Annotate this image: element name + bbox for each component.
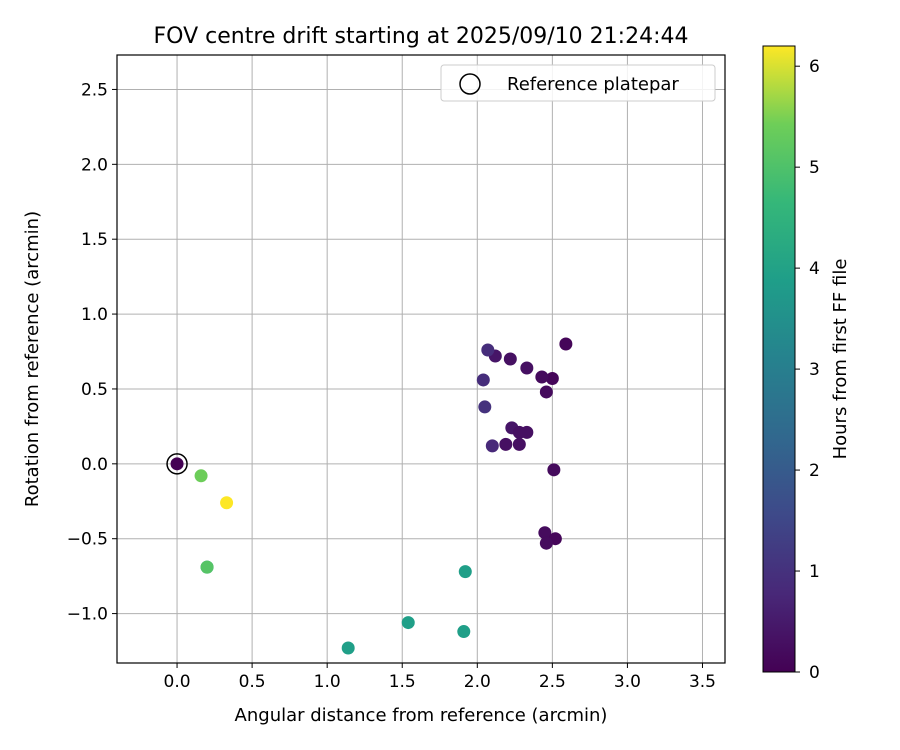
data-point — [539, 536, 553, 550]
colorbar-tick-label: 0 — [809, 663, 820, 683]
data-point — [220, 496, 234, 510]
y-tick-label: 0.0 — [81, 455, 108, 475]
data-point — [401, 616, 415, 630]
y-tick-label: 1.5 — [81, 230, 108, 250]
colorbar-tick-label: 3 — [809, 360, 820, 380]
data-point — [520, 425, 534, 439]
data-point — [539, 385, 553, 399]
data-point — [499, 437, 513, 451]
legend: Reference platepar — [440, 64, 716, 102]
data-point — [535, 370, 549, 384]
plot-frame — [116, 54, 726, 664]
colorbar-gradient — [762, 45, 796, 673]
colorbar-tick-label: 2 — [809, 461, 820, 481]
data-point — [520, 361, 534, 375]
y-tick-label: −1.0 — [67, 605, 108, 625]
x-axis-ticks: 0.0 0.5 1.0 1.5 2.0 2.5 3.0 3.5 — [164, 663, 716, 692]
data-point — [170, 457, 184, 471]
data-point — [547, 463, 561, 477]
data-point — [512, 437, 526, 451]
data-point — [538, 526, 552, 540]
x-tick-label: 0.5 — [239, 672, 266, 692]
colorbar-label: Hours from first FF file — [830, 259, 851, 460]
colorbar-tick-label: 6 — [809, 57, 820, 77]
x-tick-label: 3.0 — [614, 672, 641, 692]
x-tick-label: 0.0 — [164, 672, 191, 692]
data-point — [194, 469, 208, 483]
grid — [117, 55, 725, 663]
data-points — [170, 337, 573, 655]
x-axis-label: Angular distance from reference (arcmin) — [235, 705, 608, 726]
colorbar-tick-label: 5 — [809, 158, 820, 178]
x-tick-label: 2.0 — [464, 672, 491, 692]
data-point — [458, 565, 472, 579]
legend-reference-marker — [459, 73, 481, 95]
data-point — [476, 373, 490, 387]
x-tick-label: 2.5 — [539, 672, 566, 692]
colorbar: 0 1 2 3 4 5 6 Hours from first FF file — [762, 45, 851, 683]
data-point — [478, 400, 492, 414]
data-point — [485, 439, 499, 453]
data-point — [457, 625, 471, 639]
data-point — [341, 641, 355, 655]
data-point — [559, 337, 573, 351]
data-point — [545, 371, 559, 385]
y-tick-label: 0.5 — [81, 380, 108, 400]
y-tick-label: 1.0 — [81, 305, 108, 325]
y-tick-label: −0.5 — [67, 530, 108, 550]
y-axis-label: Rotation from reference (arcmin) — [22, 211, 43, 507]
data-point — [200, 560, 214, 574]
y-tick-label: 2.0 — [81, 155, 108, 175]
colorbar-tick-label: 1 — [809, 562, 820, 582]
data-point — [503, 352, 517, 366]
legend-box — [440, 64, 716, 102]
legend-entry-reference: Reference platepar — [507, 74, 679, 95]
reference-platepar-marker — [166, 453, 188, 475]
x-tick-label: 3.5 — [689, 672, 716, 692]
x-tick-label: 1.0 — [314, 672, 341, 692]
y-tick-label: 2.5 — [81, 80, 108, 100]
chart-title: FOV centre drift starting at 2025/09/10 … — [154, 24, 689, 49]
data-point — [481, 343, 495, 357]
colorbar-ticks: 0 1 2 3 4 5 6 — [795, 57, 820, 683]
y-axis-ticks: −1.0 −0.5 0.0 0.5 1.0 1.5 2.0 2.5 — [67, 80, 117, 625]
colorbar-tick-label: 4 — [809, 259, 820, 279]
reference-marker-layer — [166, 453, 188, 475]
x-tick-label: 1.5 — [389, 672, 416, 692]
